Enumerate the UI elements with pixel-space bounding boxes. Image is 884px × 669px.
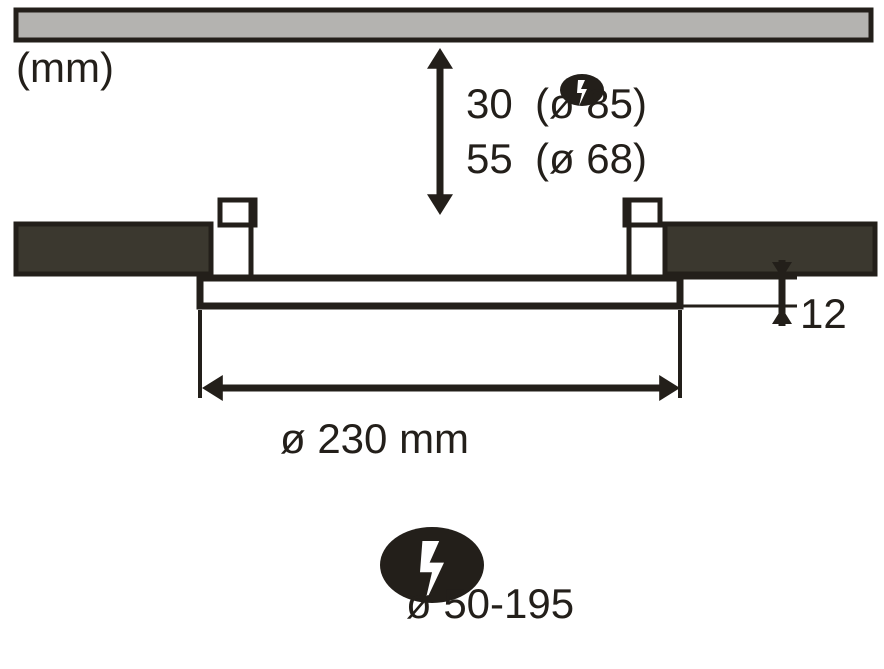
depth1-value: 30 [466, 80, 513, 128]
depth1-diameter: (ø 85) [535, 80, 647, 128]
mount-block-left [16, 224, 211, 274]
depth2-diameter: (ø 68) [535, 135, 647, 183]
cutout-value: ø 50-195 [406, 580, 574, 628]
ceiling-bar [16, 10, 871, 40]
mount-block-right [665, 224, 875, 274]
width-value: ø 230 mm [280, 415, 469, 463]
unit-label: (mm) [16, 44, 114, 92]
panel-body [200, 278, 680, 306]
thickness-value: 12 [800, 290, 847, 338]
depth2-value: 55 [466, 135, 513, 183]
